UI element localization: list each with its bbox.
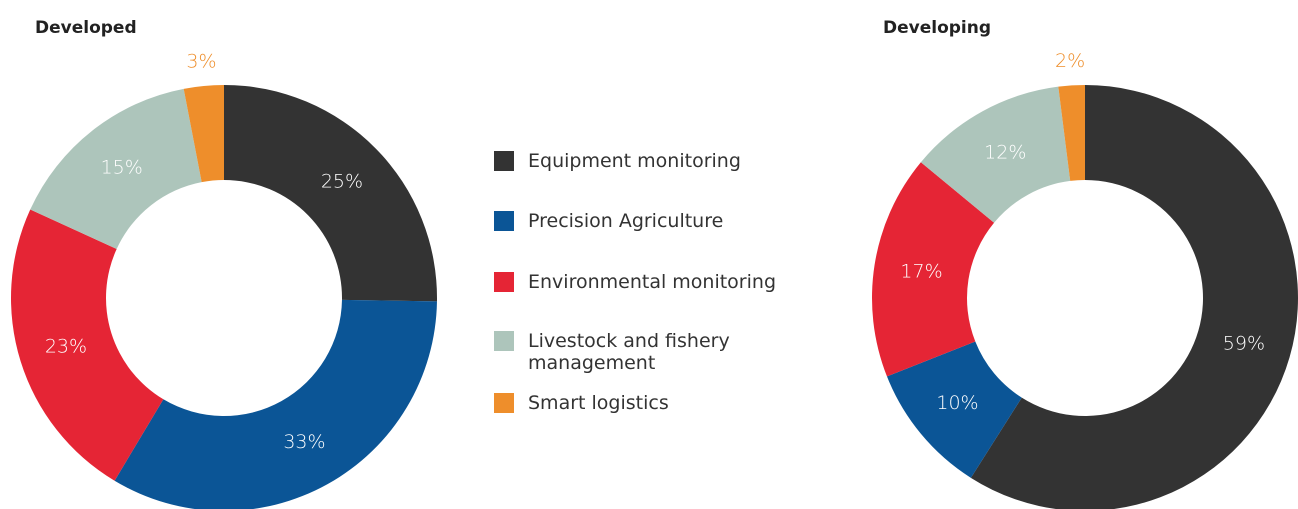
donut-slice (224, 85, 437, 302)
data-label: 33% (283, 431, 325, 453)
legend-swatch (494, 272, 514, 292)
donut-slice (183, 85, 224, 183)
data-label: 12% (984, 141, 1026, 163)
donut-slice (920, 86, 1071, 223)
data-label: 17% (900, 261, 942, 283)
donut-slice (872, 162, 995, 377)
legend-swatch (494, 151, 514, 171)
donut-slice (886, 341, 1022, 478)
legend-label: Environmental monitoring (528, 271, 777, 293)
legend-item: Livestock and fishery management (494, 330, 818, 374)
data-label: 2% (1055, 50, 1085, 72)
legend-item: Equipment monitoring (494, 150, 818, 172)
donut-slice (1058, 85, 1085, 181)
legend-swatch (494, 393, 514, 413)
chart-title: Developing (883, 18, 991, 38)
legend-item: Precision Agriculture (494, 210, 818, 232)
data-label: 15% (101, 156, 143, 178)
chart-title: Developed (35, 18, 137, 38)
donut-slice (970, 85, 1298, 509)
data-label: 3% (186, 51, 216, 73)
legend-item: Smart logistics (494, 392, 818, 414)
data-label: 25% (321, 170, 363, 192)
legend-label: Smart logistics (528, 392, 669, 414)
data-label: 23% (45, 336, 87, 358)
legend-swatch (494, 211, 514, 231)
data-label: 10% (936, 392, 978, 414)
legend-label: Livestock and fishery management (528, 330, 730, 374)
data-label: 59% (1223, 333, 1265, 355)
legend-swatch (494, 331, 514, 351)
donut-slice (30, 88, 202, 249)
legend-item: Environmental monitoring (494, 271, 818, 293)
legend-label: Equipment monitoring (528, 150, 741, 172)
donut-slice (10, 209, 164, 481)
legend-label: Precision Agriculture (528, 210, 724, 232)
donut-slice (114, 299, 437, 509)
